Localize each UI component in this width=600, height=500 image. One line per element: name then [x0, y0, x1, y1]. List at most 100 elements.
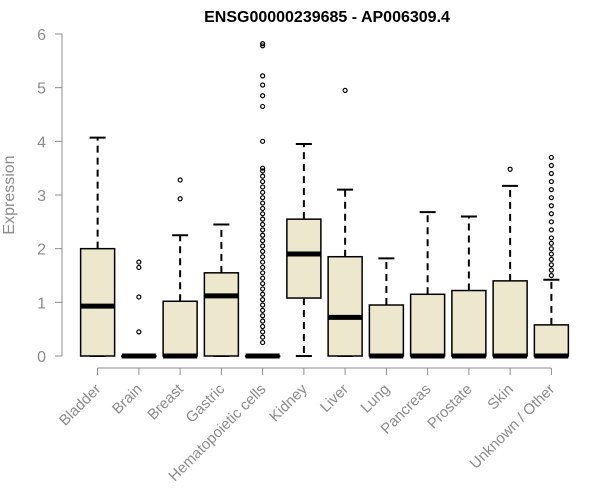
box	[368, 304, 405, 357]
outlier-point	[136, 294, 142, 300]
outlier-point	[342, 87, 348, 93]
outlier-point	[260, 195, 266, 201]
box	[286, 218, 322, 299]
outlier-point	[548, 227, 554, 233]
outlier-point	[260, 168, 266, 174]
outlier-point	[260, 264, 266, 271]
outlier-point	[260, 307, 266, 313]
outlier-point	[260, 318, 266, 324]
outlier-point	[260, 280, 266, 287]
outlier-point	[548, 262, 554, 268]
box-group	[492, 166, 528, 359]
box	[492, 280, 528, 357]
x-tick-label: Kidney	[266, 380, 311, 425]
outlier-point	[260, 41, 266, 47]
outlier-point	[507, 166, 513, 172]
outlier-point	[260, 103, 266, 110]
outlier-point	[260, 270, 266, 276]
outlier-point	[548, 219, 554, 225]
outlier-point	[260, 286, 266, 292]
outlier-point	[260, 313, 266, 319]
outlier-point	[548, 240, 554, 246]
outlier-point	[260, 184, 266, 190]
outlier-point	[260, 297, 266, 303]
box-group	[244, 41, 281, 359]
outlier-point	[260, 93, 266, 99]
outlier-point	[260, 173, 266, 179]
outlier-point	[548, 178, 554, 185]
box-group	[409, 211, 446, 359]
outlier-point	[548, 246, 554, 252]
y-tick-label: 4	[37, 134, 46, 151]
x-tick-label: Skin	[484, 381, 517, 414]
outlier-point	[260, 205, 266, 212]
outlier-point	[260, 302, 266, 308]
y-tick-label: 5	[37, 81, 46, 98]
outlier-point	[260, 227, 266, 233]
outlier-point	[260, 291, 266, 297]
outlier-point	[260, 138, 266, 144]
outlier-point	[260, 178, 266, 185]
outlier-point	[548, 267, 554, 273]
box-group	[368, 257, 405, 359]
outlier-point	[260, 334, 266, 340]
plot-area	[79, 41, 570, 359]
box-group	[451, 215, 487, 359]
x-tick-label: Breast	[144, 380, 187, 423]
outlier-point	[260, 200, 266, 206]
x-tick-label: Liver	[317, 381, 352, 416]
outlier-point	[136, 259, 142, 265]
x-tick-label: Bladder	[56, 381, 105, 430]
box-group	[327, 87, 363, 357]
outlier-point	[136, 264, 142, 271]
box-group	[121, 259, 157, 359]
x-tick-label: Brain	[109, 381, 146, 418]
outlier-point	[548, 154, 554, 161]
box	[327, 255, 363, 357]
outlier-point	[260, 259, 266, 265]
outlier-point	[260, 329, 266, 335]
outlier-point	[548, 203, 554, 209]
box-group	[162, 177, 198, 359]
outlier-point	[260, 254, 266, 260]
box-group	[286, 143, 322, 357]
outlier-point	[177, 177, 183, 183]
outlier-point	[548, 211, 554, 217]
outlier-point	[260, 339, 266, 346]
box-group	[533, 154, 570, 359]
box-group	[79, 136, 116, 357]
outlier-point	[260, 211, 266, 217]
chart-title: ENSG00000239685 - AP006309.4	[204, 9, 450, 26]
outlier-point	[260, 165, 266, 171]
outlier-point	[177, 196, 183, 202]
outlier-point	[260, 221, 266, 228]
y-axis-label: Expression	[1, 155, 18, 234]
outlier-point	[260, 323, 266, 330]
y-tick-label: 1	[37, 295, 46, 312]
outlier-point	[260, 73, 266, 79]
x-tick-label: Prostate	[424, 381, 476, 433]
outlier-point	[548, 195, 554, 201]
box	[162, 300, 198, 357]
outlier-point	[260, 243, 266, 249]
outlier-point	[548, 170, 554, 177]
outlier-point	[260, 189, 266, 195]
y-tick-label: 0	[37, 349, 46, 366]
outlier-point	[260, 238, 266, 244]
outlier-point	[260, 43, 266, 49]
box	[409, 293, 446, 357]
y-tick-label: 6	[37, 27, 46, 44]
x-tick-label: Lung	[358, 381, 394, 417]
outlier-point	[260, 275, 266, 281]
y-tick-label: 3	[37, 188, 46, 205]
outlier-point	[260, 232, 266, 238]
box-group	[203, 223, 240, 357]
outlier-point	[136, 329, 142, 335]
outlier-point	[260, 248, 266, 254]
y-axis: 0 1 2 3 4 5 6	[37, 27, 63, 366]
outlier-point	[548, 187, 554, 193]
outlier-point	[548, 272, 554, 279]
outlier-point	[548, 251, 554, 257]
